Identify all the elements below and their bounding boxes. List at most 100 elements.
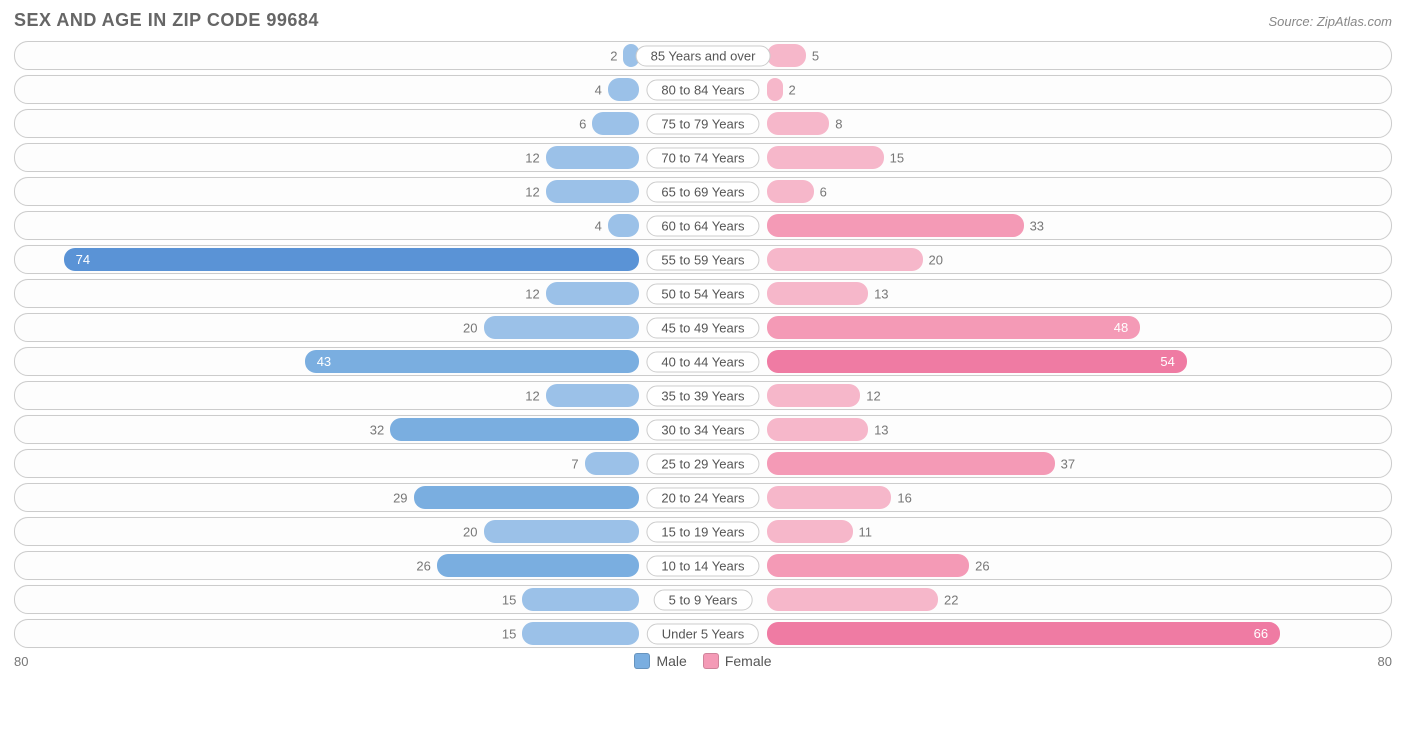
age-label: 10 to 14 Years [646, 555, 759, 576]
age-row: 12 12 35 to 39 Years [14, 381, 1392, 410]
chart-header: SEX AND AGE IN ZIP CODE 99684 Source: Zi… [14, 10, 1392, 31]
female-bar [767, 418, 868, 441]
legend-female-swatch [703, 653, 719, 669]
female-bar [767, 282, 868, 305]
female-value: 13 [874, 422, 888, 437]
female-bar [767, 486, 891, 509]
female-bar [767, 44, 806, 67]
female-value: 15 [890, 150, 904, 165]
age-label: 75 to 79 Years [646, 113, 759, 134]
age-label: Under 5 Years [647, 623, 759, 644]
age-row: 15225 to 9 Years [14, 585, 1392, 614]
age-row: 321330 to 34 Years [14, 415, 1392, 444]
female-value: 26 [975, 558, 989, 573]
male-bar [437, 554, 639, 577]
female-value: 13 [874, 286, 888, 301]
age-row: 12 13 50 to 54 Years [14, 279, 1392, 308]
female-bar [767, 146, 884, 169]
female-bar: 48 [767, 316, 1140, 339]
age-row: 4 33 60 to 64 Years [14, 211, 1392, 240]
female-value: 20 [929, 252, 943, 267]
age-label: 80 to 84 Years [646, 79, 759, 100]
age-row: 15 66 Under 5 Years [14, 619, 1392, 648]
age-row: 4 2 80 to 84 Years [14, 75, 1392, 104]
female-bar [767, 180, 814, 203]
male-bar [592, 112, 639, 135]
female-value: 66 [1246, 626, 1276, 641]
male-value: 74 [68, 252, 98, 267]
age-label: 65 to 69 Years [646, 181, 759, 202]
chart-footer: 80 Male Female 80 [14, 653, 1392, 669]
male-bar [608, 78, 639, 101]
age-row: 2585 Years and over [14, 41, 1392, 70]
male-value: 29 [393, 490, 407, 505]
legend-male-label: Male [656, 653, 686, 669]
female-value: 6 [820, 184, 827, 199]
age-row: 74 20 55 to 59 Years [14, 245, 1392, 274]
age-row: 20 11 15 to 19 Years [14, 517, 1392, 546]
female-bar [767, 384, 860, 407]
axis-left: 80 [14, 654, 28, 669]
female-value: 2 [789, 82, 796, 97]
male-value: 12 [525, 150, 539, 165]
age-label: 40 to 44 Years [646, 351, 759, 372]
age-label: 50 to 54 Years [646, 283, 759, 304]
age-label: 15 to 19 Years [646, 521, 759, 542]
age-row: 12 15 70 to 74 Years [14, 143, 1392, 172]
age-row: 6875 to 79 Years [14, 109, 1392, 138]
male-value: 12 [525, 184, 539, 199]
female-bar [767, 78, 783, 101]
age-label: 70 to 74 Years [646, 147, 759, 168]
male-value: 7 [571, 456, 578, 471]
female-value: 48 [1106, 320, 1136, 335]
age-row: 291620 to 24 Years [14, 483, 1392, 512]
chart-title: SEX AND AGE IN ZIP CODE 99684 [14, 10, 319, 31]
female-bar [767, 554, 969, 577]
age-row: 262610 to 14 Years [14, 551, 1392, 580]
male-bar [546, 180, 639, 203]
age-row: 20 48 45 to 49 Years [14, 313, 1392, 342]
female-bar [767, 112, 829, 135]
male-bar [585, 452, 639, 475]
male-value: 12 [525, 286, 539, 301]
male-bar [608, 214, 639, 237]
male-value: 15 [502, 626, 516, 641]
age-row: 73725 to 29 Years [14, 449, 1392, 478]
male-value: 4 [595, 218, 602, 233]
age-row: 43 54 40 to 44 Years [14, 347, 1392, 376]
legend-male: Male [634, 653, 686, 669]
female-value: 5 [812, 48, 819, 63]
age-label: 5 to 9 Years [654, 589, 753, 610]
chart-source: Source: ZipAtlas.com [1268, 14, 1392, 29]
male-bar [522, 622, 639, 645]
male-value: 12 [525, 388, 539, 403]
age-label: 25 to 29 Years [646, 453, 759, 474]
female-bar [767, 588, 938, 611]
age-label: 35 to 39 Years [646, 385, 759, 406]
age-label: 20 to 24 Years [646, 487, 759, 508]
male-bar [546, 384, 639, 407]
male-value: 20 [463, 320, 477, 335]
female-value: 54 [1152, 354, 1182, 369]
male-bar: 43 [305, 350, 639, 373]
male-bar [414, 486, 639, 509]
male-value: 2 [610, 48, 617, 63]
age-label: 60 to 64 Years [646, 215, 759, 236]
male-value: 20 [463, 524, 477, 539]
male-bar [390, 418, 639, 441]
male-value: 4 [595, 82, 602, 97]
female-value: 12 [866, 388, 880, 403]
male-bar [484, 520, 640, 543]
female-value: 33 [1030, 218, 1044, 233]
female-bar [767, 452, 1055, 475]
male-value: 43 [309, 354, 339, 369]
female-value: 11 [859, 524, 873, 539]
male-bar: 74 [64, 248, 639, 271]
legend-female-label: Female [725, 653, 772, 669]
axis-right: 80 [1378, 654, 1392, 669]
legend-male-swatch [634, 653, 650, 669]
age-label: 45 to 49 Years [646, 317, 759, 338]
male-bar [522, 588, 639, 611]
male-bar [546, 146, 639, 169]
age-label: 55 to 59 Years [646, 249, 759, 270]
